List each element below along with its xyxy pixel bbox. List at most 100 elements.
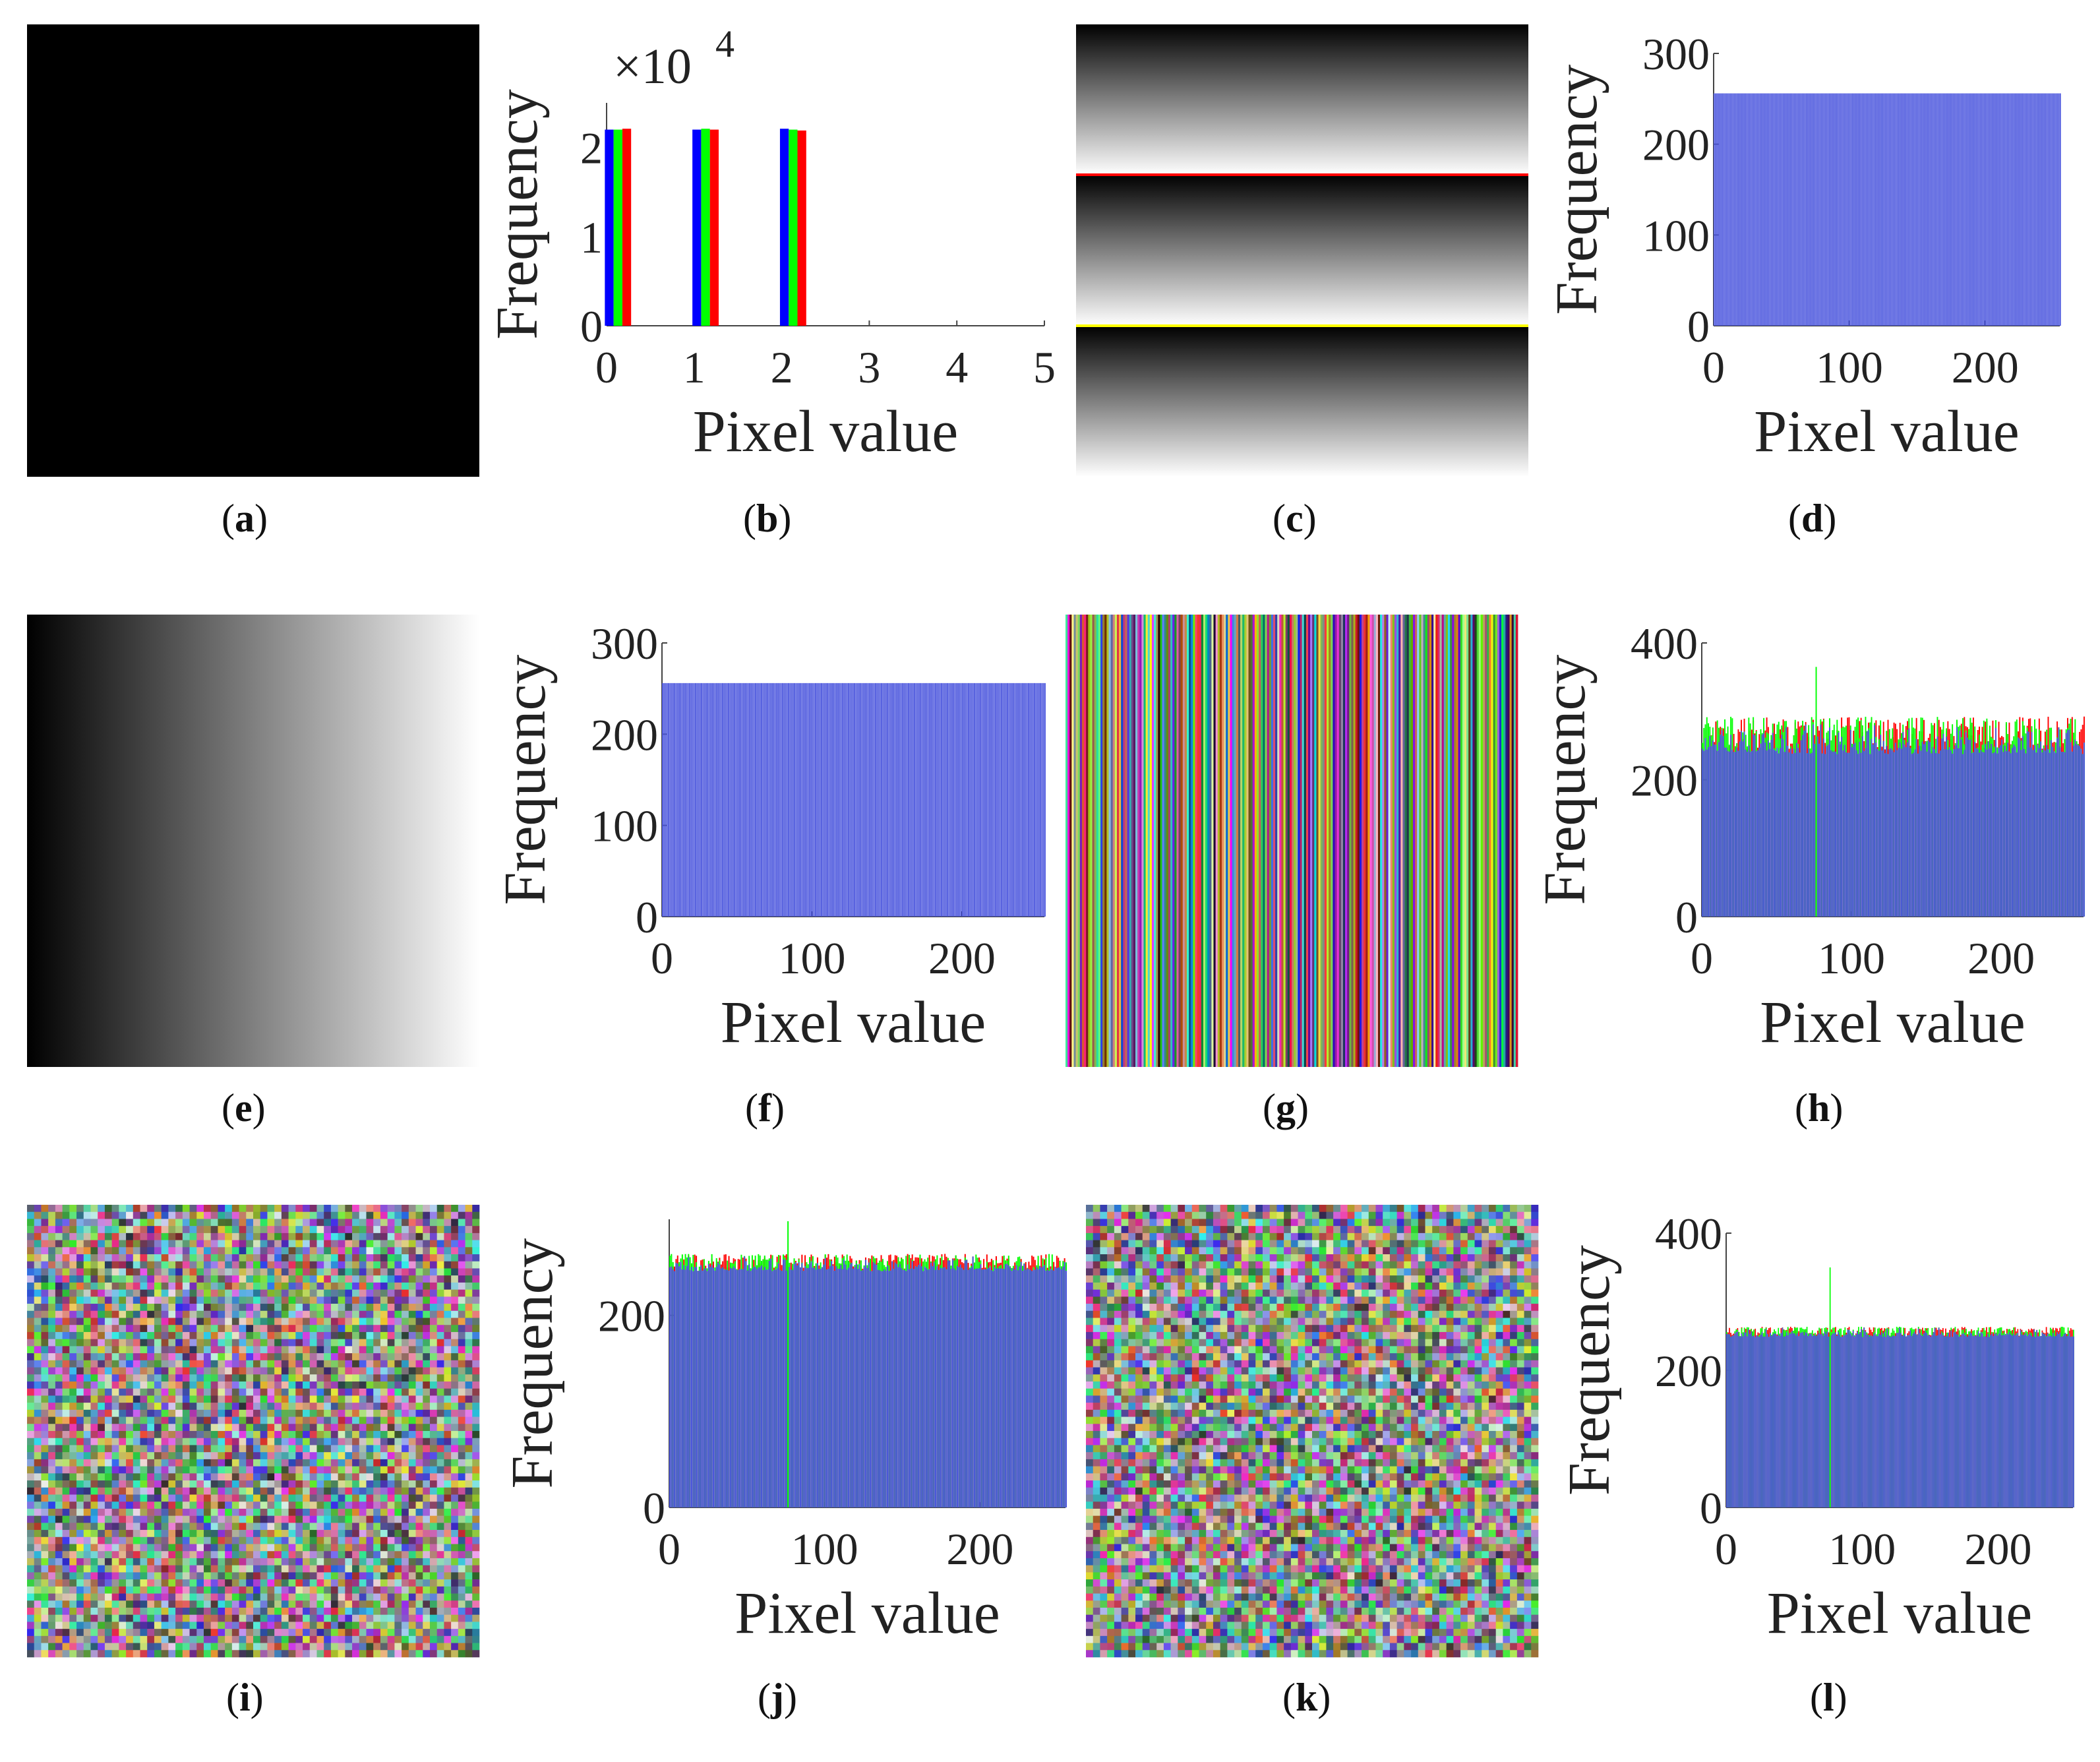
noise-cell — [1114, 1296, 1122, 1304]
noise-cell — [1142, 1325, 1150, 1333]
noise-cell — [444, 1551, 452, 1559]
color-stripe — [1377, 615, 1381, 1067]
noise-cell — [1135, 1586, 1143, 1594]
noise-cell — [309, 1282, 317, 1290]
noise-cell — [69, 1360, 77, 1368]
noise-cell — [1142, 1565, 1150, 1573]
noise-cell — [218, 1360, 225, 1368]
noise-cell — [1135, 1367, 1143, 1375]
noise-cell — [1100, 1579, 1108, 1587]
noise-cell — [429, 1395, 437, 1403]
noise-cell — [274, 1508, 282, 1516]
noise-cell — [408, 1466, 416, 1474]
noise-cell — [161, 1438, 169, 1445]
noise-cell — [83, 1304, 91, 1312]
noise-cell — [281, 1289, 289, 1297]
noise-cell — [98, 1211, 105, 1219]
noise-cell — [1128, 1296, 1136, 1304]
noise-cell — [394, 1409, 402, 1417]
noise-cell — [203, 1523, 211, 1531]
noise-cell — [231, 1629, 239, 1637]
noise-cell — [1114, 1523, 1122, 1531]
noise-cell — [1086, 1643, 1094, 1651]
noise-cell — [352, 1353, 360, 1361]
noise-cell — [444, 1635, 452, 1643]
noise-cell — [1128, 1530, 1136, 1538]
noise-cell — [281, 1331, 289, 1339]
noise-cell — [182, 1523, 190, 1531]
noise-cell — [352, 1388, 360, 1396]
noise-cell — [1128, 1579, 1136, 1587]
noise-cell — [154, 1607, 162, 1615]
noise-cell — [288, 1643, 296, 1651]
noise-cell — [133, 1502, 140, 1509]
noise-cell — [458, 1211, 465, 1219]
noise-cell — [225, 1614, 233, 1622]
noise-cell — [34, 1622, 42, 1629]
noise-cell — [175, 1232, 183, 1240]
noise-cell — [83, 1325, 91, 1333]
noise-cell — [330, 1409, 338, 1417]
noise-cell — [83, 1508, 91, 1516]
noise-cell — [1142, 1635, 1150, 1643]
noise-cell — [429, 1205, 437, 1213]
noise-cell — [231, 1650, 239, 1658]
noise-cell — [189, 1367, 197, 1375]
noise-cell — [394, 1502, 402, 1509]
noise-cell — [210, 1409, 218, 1417]
noise-cell — [48, 1232, 56, 1240]
noise-cell — [415, 1551, 423, 1559]
noise-cell — [27, 1318, 35, 1325]
noise-cell — [218, 1346, 225, 1354]
color-stripe — [1324, 615, 1327, 1067]
noise-cell — [253, 1381, 261, 1389]
noise-cell — [119, 1459, 127, 1467]
color-stripe — [1394, 615, 1397, 1067]
color-stripe — [1137, 615, 1140, 1067]
noise-cell — [380, 1452, 388, 1460]
noise-cell — [1093, 1275, 1100, 1283]
noise-cell — [408, 1473, 416, 1481]
noise-cell — [408, 1650, 416, 1658]
noise-cell — [260, 1211, 268, 1219]
noise-cell — [324, 1289, 332, 1297]
noise-cell — [83, 1381, 91, 1389]
noise-cell — [380, 1388, 388, 1396]
noise-cell — [309, 1523, 317, 1531]
noise-cell — [1114, 1629, 1122, 1637]
noise-cell — [309, 1536, 317, 1544]
noise-cell — [62, 1530, 70, 1538]
noise-cell — [161, 1381, 169, 1389]
noise-cell — [218, 1622, 225, 1629]
noise-cell — [182, 1331, 190, 1339]
noise-cell — [1135, 1530, 1143, 1538]
noise-cell — [274, 1487, 282, 1495]
noise-cell — [196, 1473, 204, 1481]
noise-cell — [338, 1643, 345, 1651]
noise-cell — [161, 1530, 169, 1538]
noise-cell — [253, 1438, 261, 1445]
noise-cell — [458, 1353, 465, 1361]
noise-cell — [387, 1523, 395, 1531]
noise-cell — [373, 1360, 381, 1368]
noise-cell — [196, 1261, 204, 1269]
noise-cell — [140, 1586, 148, 1594]
noise-cell — [69, 1318, 77, 1325]
noise-cell — [423, 1318, 431, 1325]
noise-cell — [402, 1226, 409, 1234]
noise-cell — [161, 1304, 169, 1312]
noise-cell — [154, 1558, 162, 1565]
noise-cell — [451, 1381, 459, 1389]
noise-cell — [274, 1473, 282, 1481]
noise-cell — [267, 1579, 275, 1587]
noise-cell — [408, 1622, 416, 1629]
noise-cell — [436, 1629, 444, 1637]
noise-cell — [48, 1275, 56, 1283]
noise-cell — [104, 1480, 112, 1488]
noise-cell — [352, 1536, 360, 1544]
noise-cell — [111, 1289, 119, 1297]
noise-cell — [472, 1360, 480, 1368]
noise-cell — [324, 1395, 332, 1403]
noise-cell — [196, 1445, 204, 1453]
noise-cell — [83, 1310, 91, 1318]
